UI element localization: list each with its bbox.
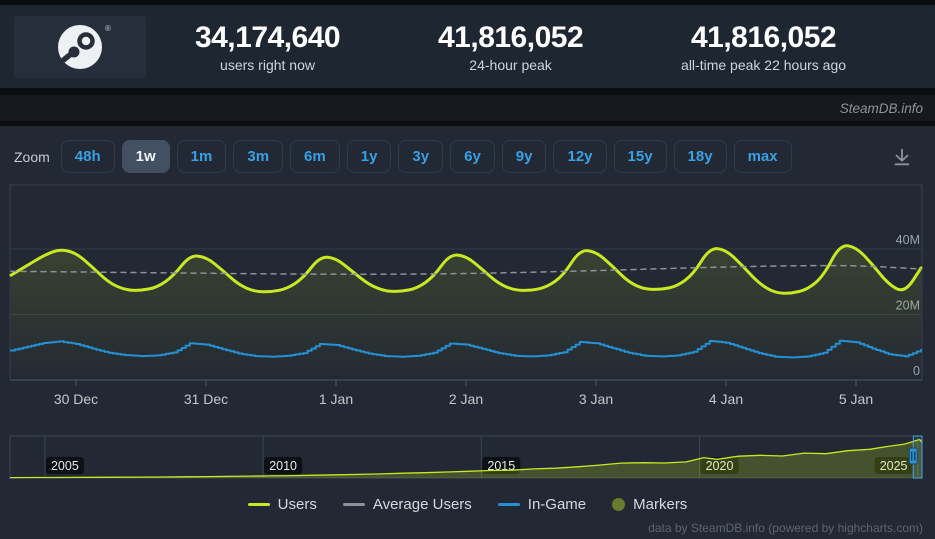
credits-text[interactable]: data by SteamDB.info (powered by highcha…	[648, 521, 923, 535]
legend-label: Markers	[633, 495, 688, 513]
svg-text:2 Jan: 2 Jan	[449, 391, 483, 407]
download-icon[interactable]	[891, 146, 913, 168]
zoom-range-3y[interactable]: 3y	[398, 140, 444, 173]
zoom-range-1y[interactable]: 1y	[346, 140, 392, 173]
svg-text:3 Jan: 3 Jan	[579, 391, 613, 407]
zoom-range-18y[interactable]: 18y	[673, 140, 727, 173]
peak-24h-label: 24-hour peak	[469, 56, 552, 73]
legend-marker-line	[342, 502, 365, 506]
brand-bar: SteamDB.info	[0, 95, 935, 121]
zoom-range-6y[interactable]: 6y	[450, 140, 495, 173]
zoom-range-3m[interactable]: 3m	[233, 140, 284, 173]
header-stats: 34,174,640 users right now 41,816,052 24…	[146, 21, 935, 73]
svg-text:2020: 2020	[706, 459, 734, 473]
peak-24h-value: 41,816,052	[437, 20, 584, 54]
zoom-range-1m[interactable]: 1m	[176, 140, 227, 173]
zoom-range-12y[interactable]: 12y	[553, 140, 607, 173]
navigator-handle[interactable]	[908, 447, 918, 465]
svg-text:4 Jan: 4 Jan	[709, 391, 743, 407]
brand-text[interactable]: SteamDB.info	[839, 100, 923, 116]
svg-text:1 Jan: 1 Jan	[319, 391, 353, 407]
legend-item-average-users[interactable]: Average Users	[342, 495, 472, 513]
svg-text:5 Jan: 5 Jan	[839, 391, 873, 407]
legend-marker-line	[247, 502, 270, 506]
alltime-peak-value: 41,816,052	[690, 20, 837, 54]
zoom-range-1w[interactable]: 1w	[121, 140, 170, 173]
svg-text:40M: 40M	[896, 233, 920, 247]
alltime-peak-label: all-time peak 22 hours ago	[681, 56, 847, 73]
zoom-range-max[interactable]: max	[733, 140, 792, 173]
legend-item-markers[interactable]: Markers	[612, 496, 687, 513]
legend-item-users[interactable]: Users	[247, 495, 317, 513]
zoom-range-9y[interactable]: 9y	[501, 140, 547, 173]
svg-text:2010: 2010	[269, 459, 297, 473]
zoom-toolbar: Zoom 48h 1w 1m 3m 6m 1y 3y 6y 9y 12y 15y 18y max	[0, 126, 935, 173]
stat-alltime-peak: 41,816,052 all-time peak 22 hours ago	[681, 21, 846, 73]
zoom-ranges: 48h 1w 1m 3m 6m 1y 3y 6y 9y 12y 15y 18y max	[60, 140, 792, 173]
legend-marker-circle	[612, 497, 626, 511]
legend-label: Users	[277, 495, 317, 513]
navigator-chart[interactable]: 2005 2010 2015 2020 2025	[0, 430, 935, 484]
legend-label: Average Users	[372, 495, 472, 513]
svg-text:®: ®	[105, 24, 111, 33]
users-now-value: 34,174,640	[194, 20, 341, 54]
zoom-range-48h[interactable]: 48h	[60, 140, 115, 173]
steam-logo-box[interactable]: ®	[14, 15, 146, 78]
stat-users-now: 34,174,640 users right now	[194, 20, 341, 73]
stats-header: ® 34,174,640 users right now 41,816,052 …	[0, 5, 935, 88]
svg-text:2005: 2005	[51, 459, 79, 473]
steam-logo-icon: ®	[58, 24, 111, 69]
stat-24h-peak: 41,816,052 24-hour peak	[437, 20, 584, 73]
legend-marker-line	[497, 502, 520, 506]
zoom-range-6m[interactable]: 6m	[290, 140, 340, 173]
zoom-label: Zoom	[14, 148, 50, 165]
svg-text:2025: 2025	[880, 459, 908, 473]
svg-text:2015: 2015	[487, 459, 515, 473]
users-now-label: users right now	[220, 56, 315, 73]
legend: Users Average Users In-Game Markers	[0, 491, 935, 517]
svg-text:30 Dec: 30 Dec	[54, 391, 98, 407]
legend-item-in-game[interactable]: In-Game	[497, 495, 587, 513]
zoom-range-15y[interactable]: 15y	[613, 140, 667, 173]
svg-text:31 Dec: 31 Dec	[184, 391, 228, 407]
legend-label: In-Game	[527, 495, 587, 513]
